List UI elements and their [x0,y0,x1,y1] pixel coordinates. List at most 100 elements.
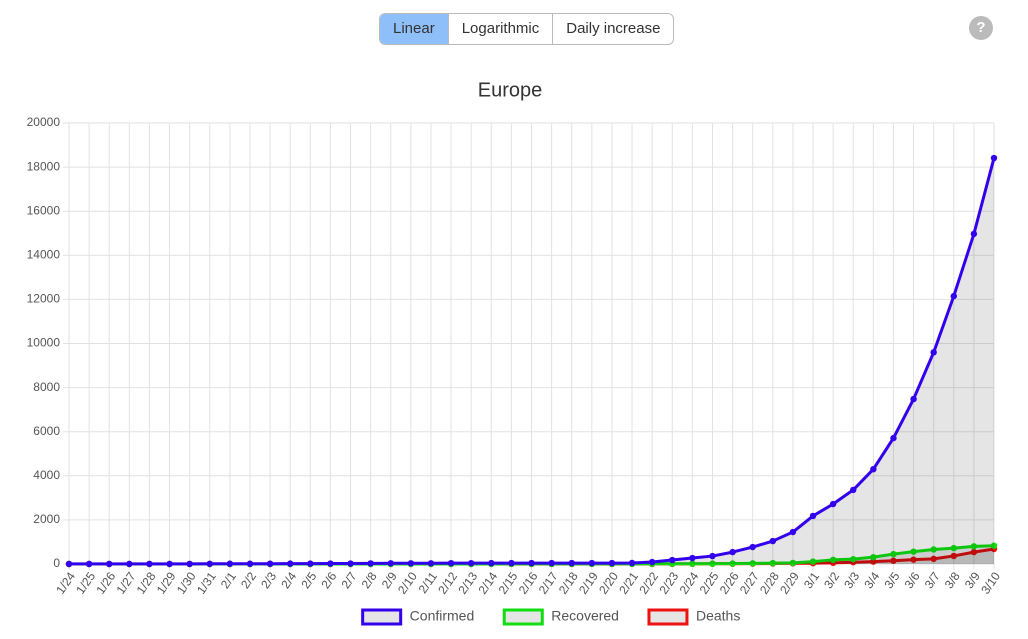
point [990,154,998,162]
x-tick-label: 1/31 [194,569,219,596]
point [829,500,837,508]
point [729,560,736,567]
x-tick-label: 2/1 [218,569,239,591]
point [890,434,897,442]
x-tick-label: 2/25 [697,569,722,596]
point [387,560,394,567]
x-tick-label: 2/20 [596,569,621,596]
legend-swatch [647,608,689,626]
x-tick-label: 2/10 [395,569,420,596]
point [447,559,455,567]
legend-swatch [502,608,544,626]
legend-swatch [361,608,403,626]
point [407,560,415,567]
y-tick-label: 0 [53,556,60,570]
area [69,549,994,564]
x-tick-label: 3/8 [942,569,963,591]
point [789,559,797,567]
x-tick-label: 1/28 [134,569,159,596]
y-tick-label: 18000 [27,159,61,173]
x-tick-label: 1/27 [114,569,139,596]
x-tick-label: 2/12 [435,569,460,596]
point [286,560,294,567]
point [850,555,857,563]
x-tick-label: 2/26 [717,569,742,596]
x-tick-label: 3/6 [902,569,923,591]
point [950,544,957,552]
y-tick-label: 6000 [33,424,60,438]
point [367,560,374,567]
point [427,560,435,567]
x-tick-label: 2/8 [359,569,380,591]
point [890,550,897,558]
x-tick-label: 3/5 [881,569,902,591]
point [870,553,877,561]
x-tick-label: 2/27 [737,569,762,596]
help-button[interactable]: ? [969,16,993,40]
point [970,543,978,550]
x-tick-label: 1/30 [174,569,199,596]
y-tick-label: 4000 [33,468,60,482]
point [488,559,495,567]
x-tick-label: 2/17 [536,569,561,596]
point [809,558,817,565]
point [930,546,937,553]
point [970,230,978,238]
x-tick-label: 2/15 [496,569,521,596]
point [186,560,193,568]
point [870,558,877,565]
point [146,560,153,568]
x-tick-label: 2/13 [455,569,480,596]
point [548,559,555,567]
legend-label: Confirmed [410,608,475,624]
x-tick-label: 1/24 [53,569,78,596]
x-tick-label: 2/16 [516,569,541,596]
y-tick-label: 14000 [27,247,61,261]
point [628,559,636,567]
x-tick-label: 2/24 [677,569,702,596]
tab[interactable]: Logarithmic [447,14,553,44]
legend-label: Deaths [696,608,740,624]
point [850,486,857,494]
point [910,556,917,563]
point [950,292,957,300]
point [588,559,596,567]
tab[interactable]: Linear [380,14,448,44]
point [769,537,777,545]
point [709,560,716,567]
x-tick-label: 2/18 [556,569,581,596]
point [809,512,817,520]
y-tick-label: 20000 [27,115,61,129]
x-tick-label: 1/25 [73,569,98,596]
x-tick-label: 2/4 [278,569,299,591]
point [930,349,937,356]
point [467,559,475,567]
x-tick-label: 2/14 [475,569,500,596]
x-tick-label: 2/6 [318,569,339,591]
point [65,560,73,568]
x-tick-label: 1/29 [154,569,179,596]
point [769,559,777,567]
point [568,559,575,567]
point [829,556,837,564]
point [749,543,756,551]
x-tick-label: 3/10 [978,569,1003,596]
point [126,560,133,568]
point [106,560,113,568]
point [508,559,515,567]
point [689,554,696,562]
x-tick-label: 2/23 [656,569,681,596]
x-tick-label: 2/11 [416,569,441,596]
tab[interactable]: Daily increase [552,14,673,44]
point [970,548,978,556]
point [749,560,756,567]
point [246,560,254,567]
point [870,465,877,473]
point [910,548,917,555]
chart-title: Europe [478,79,543,101]
x-tick-label: 2/29 [777,569,802,596]
x-tick-label: 2/2 [238,569,259,591]
x-tick-label: 3/7 [922,569,943,591]
x-tick-label: 1/26 [93,569,118,596]
